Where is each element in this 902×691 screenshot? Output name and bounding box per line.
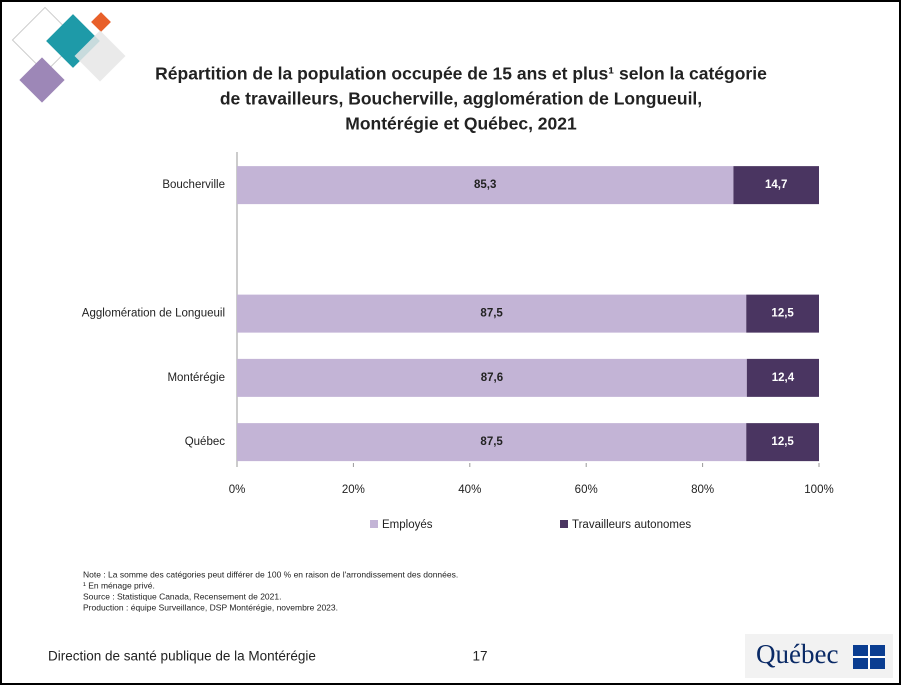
y-tick-label: Boucherville	[162, 179, 225, 191]
value-label: 14,7	[765, 179, 787, 191]
value-label: 12,5	[771, 308, 794, 320]
x-tick-label: 20%	[342, 484, 365, 496]
bar-segment	[237, 423, 747, 462]
value-label: 87,5	[480, 436, 503, 448]
note: Source : Statistique Canada, Recensement…	[83, 591, 281, 601]
footer-organization: Direction de santé publique de la Montér…	[48, 649, 316, 664]
y-tick-label: Québec	[185, 436, 226, 448]
bar-segment	[237, 358, 747, 397]
bar-segment	[746, 294, 819, 333]
x-tick-label: 80%	[691, 484, 714, 496]
bar-segment	[237, 166, 734, 205]
decoration	[11, 6, 126, 103]
value-label: 85,3	[474, 179, 496, 191]
value-label: 87,6	[481, 372, 503, 384]
title-line: Répartition de la population occupée de …	[155, 64, 767, 84]
y-tick-label: Agglomération de Longueuil	[82, 308, 225, 320]
title: Répartition de la population occupée de …	[155, 64, 767, 134]
note: Note : La somme des catégories peut diff…	[83, 569, 458, 579]
page-number: 17	[472, 649, 487, 664]
legend-swatch	[560, 520, 568, 528]
note: Production : équipe Surveillance, DSP Mo…	[83, 602, 338, 612]
notes: Note : La somme des catégories peut diff…	[83, 569, 458, 612]
legend-swatch	[370, 520, 378, 528]
value-label: 12,4	[772, 372, 795, 384]
title-line: Montérégie et Québec, 2021	[345, 114, 577, 134]
x-tick-label: 0%	[229, 484, 246, 496]
quebec-logo: Québec	[745, 634, 893, 678]
note: ¹ En ménage privé.	[83, 580, 155, 590]
value-label: 12,5	[771, 436, 794, 448]
x-tick-label: 100%	[804, 484, 833, 496]
legend-label: Employés	[382, 519, 433, 531]
bar-segment	[733, 166, 819, 205]
bar-segment	[237, 294, 747, 333]
bar-segment	[746, 423, 819, 462]
x-tick-label: 40%	[458, 484, 481, 496]
logo-text: Québec	[756, 639, 838, 669]
legend-label: Travailleurs autonomes	[572, 519, 691, 531]
bar-segment	[746, 358, 819, 397]
plot: 0% 20% 40% 60% 80% 100% Boucherville 85,3 14,7 Ag…	[82, 166, 834, 531]
value-label: 87,5	[480, 308, 503, 320]
x-tick-label: 60%	[575, 484, 598, 496]
y-tick-label: Montérégie	[167, 372, 225, 384]
title-line: de travailleurs, Boucherville, aggloméra…	[220, 89, 702, 109]
